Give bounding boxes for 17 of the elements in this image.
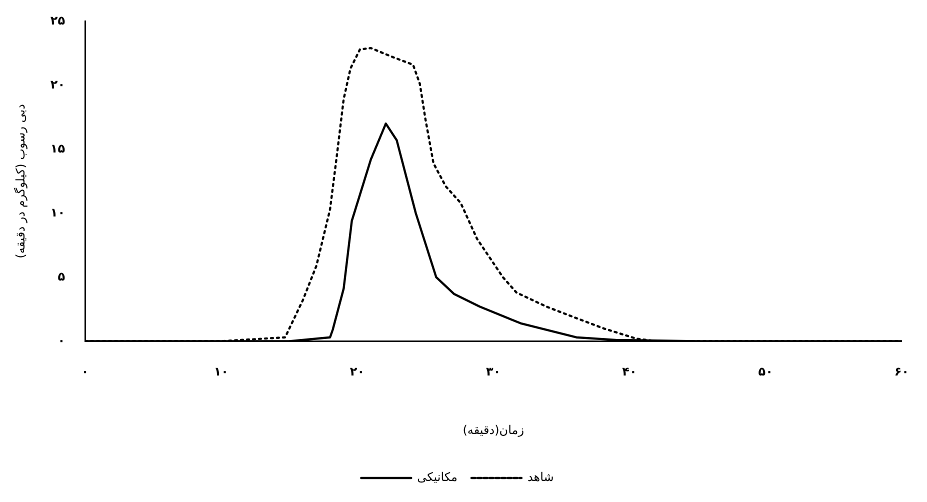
y-tick-label: ۱۰ [50, 205, 66, 220]
y-tick-label: ۵ [58, 269, 66, 284]
y-tick-label: ۲۵ [50, 13, 66, 28]
y-tick-label: ۱۵ [50, 141, 66, 156]
x-tick-label: ۴۰ [622, 364, 637, 379]
x-tick-label: ۰ [81, 364, 89, 379]
x-axis-title: زمان(دقیقه) [462, 422, 524, 437]
y-tick-label: ۲۰ [50, 77, 66, 92]
legend-label: شاهد [527, 470, 554, 484]
x-tick-label: ۶۰ [894, 364, 910, 379]
x-tick-label: ۳۰ [486, 364, 501, 379]
x-tick-label: ۱۰ [214, 364, 228, 379]
y-tick-label: ۰ [58, 333, 66, 348]
legend-label: مکانیکی [417, 470, 458, 484]
x-tick-label: ۵۰ [758, 364, 773, 379]
x-tick-label: ۲۰ [350, 364, 365, 379]
y-axis-title: دبی رسوب (کیلوگرم در دقیقه) [13, 104, 28, 258]
